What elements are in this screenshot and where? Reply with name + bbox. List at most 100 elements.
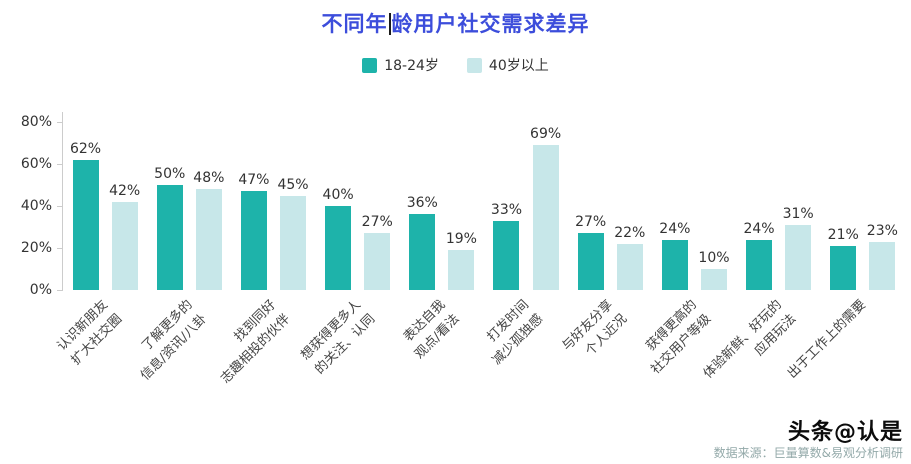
bar-column: 33% [491,202,522,290]
bar-column: 21% [828,227,859,290]
bar-value-label: 69% [530,126,562,143]
bar-value-label: 22% [614,224,646,241]
bar-column: 19% [446,231,477,290]
text-cursor [388,13,391,35]
bar-group: 27% 22% [575,214,645,290]
bar-18-24岁 [493,220,520,290]
bar-18-24岁 [72,159,99,290]
chart-legend: 18-24岁 40岁以上 [0,55,911,75]
bar-column: 45% [277,176,309,290]
bar-group: 33% 69% [491,126,561,290]
chart-title-text-left: 不同年 [321,12,388,36]
y-axis-label: 40% [20,198,52,214]
bar-18-24岁 [830,245,857,290]
bar-column: 36% [407,195,438,290]
bar-18-24岁 [156,185,183,290]
bar-column: 22% [614,225,645,290]
bar-40岁以上 [616,243,643,290]
bar-18-24岁 [661,239,688,290]
y-axis-tick [57,206,62,207]
bar-group: 40% 27% [323,187,393,290]
bar-18-24岁 [577,233,604,290]
bar-column: 42% [109,183,140,290]
legend-swatch-40plus [466,57,482,73]
bar-40岁以上 [195,189,222,290]
bar-column: 48% [193,170,224,290]
bar-18-24岁 [409,214,436,290]
legend-item-18-24[interactable]: 18-24岁 [362,55,439,75]
y-axis-label: 80% [20,114,52,130]
y-axis-tick [57,290,62,291]
bar-40岁以上 [280,195,307,290]
bar-value-label: 10% [698,250,730,266]
bar-column: 27% [362,214,393,290]
x-axis-label: 与好友分享 个人近况 [559,297,631,359]
x-axis-label: 打发时间 减少孤独感 [484,297,546,368]
bar-column: 40% [323,187,354,290]
bar-value-label: 62% [69,140,102,157]
bar-value-label: 47% [238,172,270,189]
bar-group: 47% 45% [238,172,309,290]
bar-value-label: 45% [277,176,309,193]
chart-title-text-right: 龄用户社交需求差异 [391,12,590,36]
bar-value-label: 24% [659,220,691,237]
bar-column: 10% [698,250,730,290]
bar-40岁以上 [111,201,138,290]
bar-value-label: 24% [743,220,775,237]
x-axis-label: 找到同好 志趣相投的伙伴 [218,297,294,387]
bar-value-label: 31% [782,205,814,222]
bar-group: 36% 19% [407,195,477,290]
bar-18-24岁 [325,206,352,290]
y-axis-label: 0% [29,282,52,298]
bar-column: 62% [70,141,101,290]
bar-40岁以上 [785,224,812,290]
bar-value-label: 36% [406,195,438,212]
bar-18-24岁 [746,239,773,290]
watermark: 头条@认是 [787,420,903,445]
bar-column: 24% [743,220,775,290]
bar-group: 24% 10% [659,221,730,290]
bar-value-label: 21% [827,226,859,243]
bar-40岁以上 [700,269,727,290]
bar-40岁以上 [448,250,475,290]
bar-column: 23% [867,223,898,290]
bar-40岁以上 [532,145,559,290]
legend-label-40plus: 40岁以上 [488,58,549,74]
bar-column: 24% [659,221,690,290]
x-axis-label: 表达自我 观点/看法 [400,297,462,362]
y-axis-tick [57,248,62,249]
legend-swatch-18-24 [362,57,378,73]
bar-value-label: 33% [490,201,523,218]
bar-value-label: 50% [154,166,186,182]
legend-item-40plus[interactable]: 40岁以上 [466,55,549,75]
bar-40岁以上 [364,233,391,290]
y-axis-line [62,112,63,291]
y-axis-label: 20% [20,240,52,256]
bar-value-label: 48% [193,170,225,187]
bar-value-label: 42% [109,182,141,199]
x-axis-label: 认识新朋友 扩大社交圈 [54,297,125,368]
x-axis-label: 体验新鲜、好玩的 应用玩法 [700,297,799,382]
bar-value-label: 27% [575,214,607,231]
x-axis-label: 想获得更多人 的关注、认同 [297,297,378,377]
bar-value-label: 27% [361,214,393,231]
bar-group: 62% 42% [70,141,140,290]
bar-column: 50% [154,166,185,290]
legend-label-18-24: 18-24岁 [384,58,439,74]
bar-group: 24% 31% [743,206,814,290]
bar-group: 50% 48% [154,166,224,290]
bar-column: 69% [530,126,561,290]
bar-40岁以上 [869,241,896,290]
y-axis-label: 60% [20,156,52,172]
y-axis-tick [57,164,62,165]
bar-value-label: 23% [866,222,898,239]
bar-value-label: 40% [322,187,354,203]
bar-column: 47% [238,172,269,290]
chart-title: 不同年 龄用户社交需求差异 [0,8,911,38]
bar-column: 31% [783,206,814,290]
y-axis-tick [57,122,62,123]
x-axis-label: 出于工作上的需要 [784,297,869,382]
bar-group: 21% 23% [828,223,898,290]
bar-value-label: 19% [445,231,477,248]
